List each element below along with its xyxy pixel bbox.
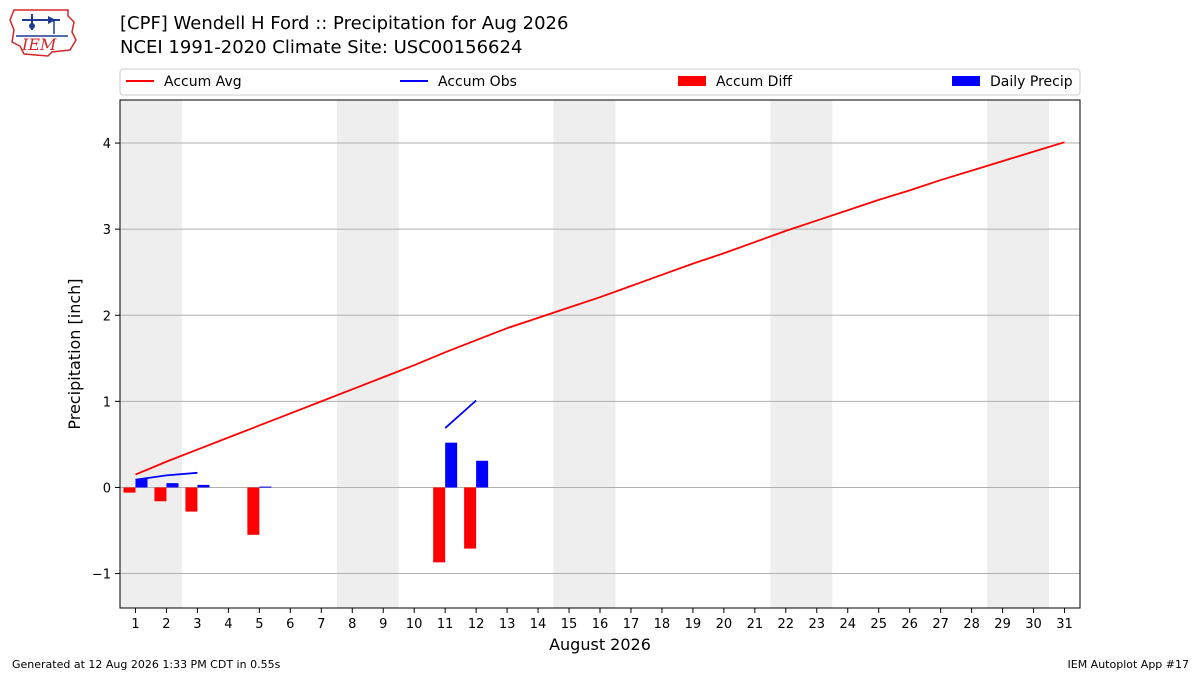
- accum-diff-bar: [123, 487, 136, 493]
- x-tick-label: 18: [654, 617, 671, 632]
- y-tick-label: 3: [103, 223, 111, 238]
- weekend-shade: [770, 100, 833, 608]
- x-tick-label: 8: [348, 617, 356, 632]
- x-tick-label: 31: [1056, 617, 1073, 632]
- legend-label: Daily Precip: [990, 74, 1073, 90]
- x-tick-label: 14: [530, 617, 547, 632]
- x-tick-label: 10: [406, 617, 423, 632]
- chart-subtitle: NCEI 1991-2020 Climate Site: USC00156624: [120, 37, 523, 58]
- accum-diff-bar: [247, 487, 260, 535]
- x-tick-label: 4: [224, 617, 232, 632]
- accum-avg-line: [135, 141, 1065, 476]
- accum-diff-bar: [185, 487, 198, 512]
- accum-diff-bar: [433, 487, 446, 563]
- x-axis-label: August 2026: [549, 635, 651, 654]
- x-tick-label: 6: [286, 617, 294, 632]
- legend-swatch: [678, 76, 706, 86]
- x-tick-label: 28: [963, 617, 980, 632]
- y-axis-label: Precipitation [inch]: [65, 278, 84, 429]
- weekend-shade: [120, 100, 182, 608]
- legend-label: Accum Diff: [716, 74, 792, 90]
- logo-text: IEM: [21, 35, 57, 54]
- daily-precip-bar: [445, 442, 458, 488]
- x-tick-label: 7: [317, 617, 325, 632]
- x-tick-label: 23: [809, 617, 826, 632]
- legend-box: [119, 68, 1081, 96]
- x-tick-label: 17: [623, 617, 640, 632]
- generated-timestamp: Generated at 12 Aug 2026 1:33 PM CDT in …: [12, 658, 281, 671]
- x-tick-label: 3: [193, 617, 201, 632]
- legend-label: Accum Avg: [164, 74, 242, 90]
- x-tick-label: 1: [131, 617, 139, 632]
- x-tick-label: 19: [685, 617, 702, 632]
- iem-logo: IEM: [9, 9, 77, 57]
- x-tick-label: 15: [561, 617, 578, 632]
- x-tick-label: 21: [747, 617, 764, 632]
- x-tick-label: 24: [839, 617, 856, 632]
- y-tick-label: 4: [103, 137, 111, 152]
- legend-label: Accum Obs: [438, 74, 517, 90]
- y-tick-label: 2: [103, 309, 111, 324]
- accum-diff-bar: [464, 487, 477, 549]
- daily-precip-bar: [197, 484, 210, 488]
- accum-diff-bar: [154, 487, 167, 502]
- x-tick-label: 25: [870, 617, 887, 632]
- legend-swatch: [952, 76, 980, 86]
- y-tick-label: −1: [92, 568, 111, 583]
- x-tick-label: 30: [1025, 617, 1042, 632]
- x-tick-label: 11: [437, 617, 454, 632]
- x-tick-label: 2: [162, 617, 170, 632]
- accum-obs-line: [444, 399, 477, 429]
- y-tick-label: 1: [103, 395, 111, 410]
- daily-precip-bar: [476, 460, 489, 488]
- weekend-shade: [553, 100, 616, 608]
- y-tick-label: 0: [103, 481, 111, 496]
- chart-title: [CPF] Wendell H Ford :: Precipitation fo…: [120, 13, 569, 34]
- weekend-shade: [336, 100, 399, 608]
- app-label: IEM Autoplot App #17: [1067, 658, 1190, 671]
- x-tick-label: 5: [255, 617, 263, 632]
- x-tick-label: 27: [932, 617, 949, 632]
- x-tick-label: 20: [716, 617, 733, 632]
- x-tick-label: 26: [901, 617, 918, 632]
- daily-precip-bar: [166, 483, 179, 488]
- daily-precip-bar: [259, 486, 272, 488]
- x-tick-label: 9: [379, 617, 387, 632]
- x-tick-label: 16: [592, 617, 609, 632]
- weekend-shade: [987, 100, 1050, 608]
- accum-obs-line: [135, 471, 198, 481]
- x-tick-label: 22: [778, 617, 795, 632]
- x-tick-label: 29: [994, 617, 1011, 632]
- x-tick-label: 12: [468, 617, 485, 632]
- x-tick-label: 13: [499, 617, 516, 632]
- daily-precip-bar: [135, 478, 148, 488]
